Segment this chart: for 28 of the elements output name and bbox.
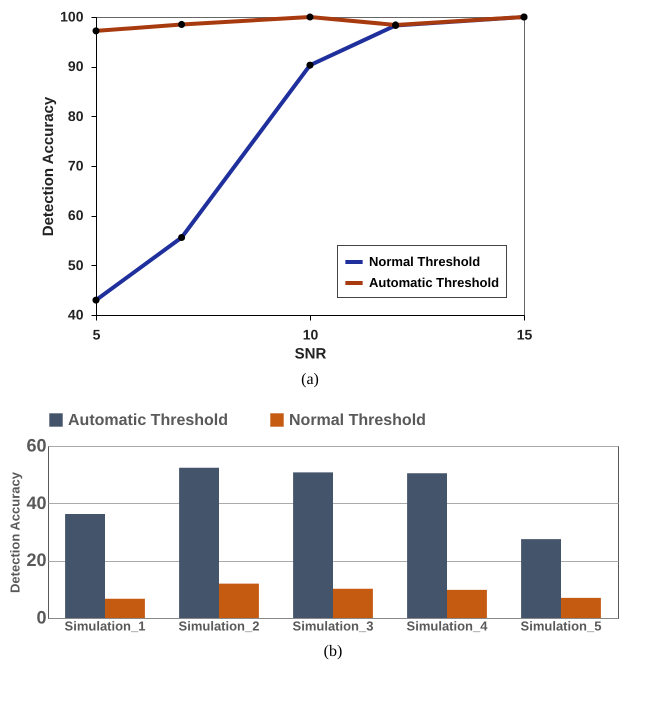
- x-tick-label: 10: [302, 326, 318, 342]
- x-tick-label: Simulation_2: [178, 618, 260, 634]
- y-tick-label: 90: [68, 58, 84, 74]
- x-tick-label: Simulation_1: [64, 618, 146, 634]
- x-tick-label: 5: [92, 326, 101, 342]
- x-tick-label: Simulation_3: [292, 618, 374, 634]
- y-tick-label: 100: [60, 8, 84, 24]
- text: (a): [301, 371, 319, 388]
- y-axis-title: Detection Accuracy: [7, 471, 22, 593]
- legend-label: Normal Threshold: [369, 254, 480, 269]
- y-tick-label: 60: [26, 436, 46, 456]
- y-tick-label: 50: [68, 256, 84, 273]
- x-tick-label: Simulation_4: [406, 618, 488, 634]
- text: (b): [324, 643, 342, 660]
- legend-label: Automatic Threshold: [369, 275, 500, 290]
- y-tick-label: 40: [68, 306, 84, 322]
- legend-label: Automatic Threshold: [68, 412, 228, 429]
- x-tick-label: 15: [516, 326, 532, 342]
- y-tick-label: 70: [68, 158, 84, 174]
- x-tick-label: Simulation_5: [520, 618, 602, 634]
- y-axis-title: Detection Accuracy: [40, 96, 58, 236]
- y-tick-label: 80: [68, 108, 84, 124]
- y-tick-label: 60: [68, 207, 84, 224]
- legend-label: Normal Threshold: [289, 412, 426, 429]
- y-tick-label: 40: [26, 492, 46, 513]
- y-tick-label: 20: [26, 550, 46, 570]
- y-tick-label: 0: [36, 608, 46, 628]
- x-axis-title: SNR: [294, 346, 326, 362]
